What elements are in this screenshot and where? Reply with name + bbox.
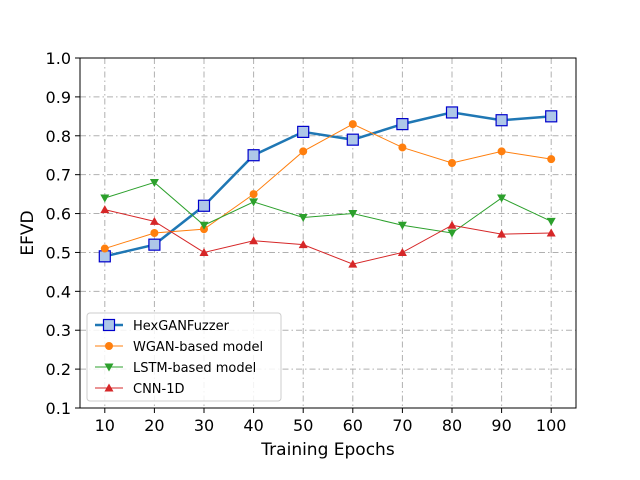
legend-box [86,312,282,402]
data-point [149,216,159,225]
data-point [148,238,161,251]
data-point [546,228,556,237]
data-point [249,236,259,245]
legend-item: LSTM-based model [95,361,256,376]
data-point [545,110,558,123]
data-point [396,118,409,131]
legend-marker [102,318,116,332]
plot-frame [79,57,577,409]
series-lstm-based-model [100,178,556,238]
x-tick-label: 40 [243,416,263,435]
data-point [397,221,407,230]
y-tick-label: 0.7 [46,166,71,185]
series-line [104,181,552,234]
x-tick-label: 60 [343,416,363,435]
x-tick-label: 20 [144,416,164,435]
data-point [249,190,258,199]
legend-item: CNN-1D [95,382,185,397]
data-point [100,194,110,203]
x-axis-title: Training Epochs [260,440,395,460]
legend-item: HexGANFuzzer [95,318,230,334]
data-point [497,147,506,156]
data-point [199,221,209,230]
legend-label: CNN-1D [133,382,185,397]
y-tick-label: 0.9 [46,88,71,107]
x-tick-label: 100 [536,416,567,435]
y-tick-label: 0.2 [46,360,71,379]
x-tick-label: 70 [392,416,412,435]
data-point [497,194,507,203]
data-point [397,247,407,256]
legend-marker [105,342,113,350]
legend-marker [104,363,114,372]
y-tick-label: 0.4 [46,282,71,301]
y-tick-label: 0.1 [46,399,71,418]
data-point [546,217,556,226]
data-point [346,133,359,146]
data-point [298,240,308,249]
y-axis: 0.1 0.2 0.3 0.4 0.5 0.6 0.7 0.8 0.9 1.0 [46,49,80,418]
data-point [547,155,556,164]
data-point [299,147,308,156]
y-tick-label: 0.5 [46,243,71,262]
data-point [100,244,109,253]
data-point [348,210,358,219]
data-point [448,159,456,167]
legend-label: LSTM-based model [133,361,256,376]
data-point [447,229,457,238]
y-tick-label: 0.3 [46,321,71,340]
data-point [249,198,259,207]
series-line [104,111,552,258]
data-point [100,205,110,214]
x-tick-label: 30 [194,416,214,435]
data-point [298,213,308,222]
x-tick-label: 90 [491,416,511,435]
data-point [447,220,457,229]
series-line [104,209,552,265]
data-point [348,259,358,268]
y-tick-label: 0.6 [46,205,71,224]
data-point [150,229,159,237]
y-axis-title: EFVD [18,210,38,255]
series-cnn-1d [100,205,556,268]
data-point [348,120,357,129]
legend-label: WGAN-based model [133,340,263,355]
data-point [495,114,508,127]
data-point [497,229,507,238]
data-point [199,247,209,256]
legend: HexGANFuzzer WGAN-based model LSTM-based m… [86,312,282,402]
data-point [149,178,159,187]
x-tick-label: 80 [442,416,462,435]
x-tick-label: 50 [293,416,313,435]
series-hexganfuzzer [98,106,558,263]
x-axis: 10 20 30 40 50 60 70 80 90 100 [95,408,567,435]
series-wgan-based-model [100,120,556,253]
legend-marker [104,383,114,392]
legend-label: HexGANFuzzer [133,319,230,334]
y-tick-label: 0.8 [46,127,71,146]
legend-item: WGAN-based model [95,340,263,355]
x-tick-label: 10 [95,416,115,435]
data-point [297,125,310,138]
y-tick-label: 1.0 [46,49,71,68]
series-layer [98,106,558,268]
data-point [398,143,407,152]
data-point [197,199,211,212]
series-line [104,123,552,250]
data-point [445,106,459,119]
data-point [247,149,260,162]
